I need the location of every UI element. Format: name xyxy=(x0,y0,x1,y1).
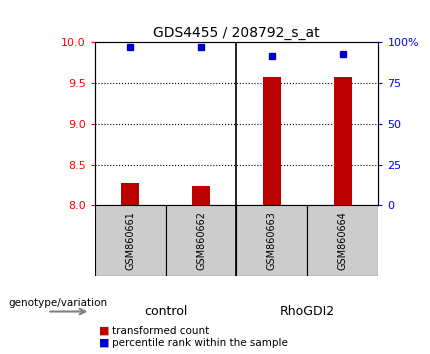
Bar xyxy=(95,205,166,276)
Title: GDS4455 / 208792_s_at: GDS4455 / 208792_s_at xyxy=(153,26,320,40)
Text: ■: ■ xyxy=(99,326,109,336)
Text: control: control xyxy=(144,305,187,318)
Bar xyxy=(263,78,281,205)
Text: RhoGDI2: RhoGDI2 xyxy=(280,305,335,318)
Text: GSM860661: GSM860661 xyxy=(125,211,135,270)
Bar xyxy=(121,183,139,205)
Text: percentile rank within the sample: percentile rank within the sample xyxy=(112,338,288,348)
Text: transformed count: transformed count xyxy=(112,326,209,336)
Text: ■: ■ xyxy=(99,338,109,348)
Bar xyxy=(237,205,307,276)
Text: genotype/variation: genotype/variation xyxy=(9,298,108,308)
Text: GSM860664: GSM860664 xyxy=(338,211,348,270)
Bar xyxy=(166,205,237,276)
Text: GSM860663: GSM860663 xyxy=(267,211,277,270)
Text: GSM860662: GSM860662 xyxy=(196,211,206,270)
Bar xyxy=(307,205,378,276)
Bar xyxy=(192,186,210,205)
Bar xyxy=(334,77,352,205)
